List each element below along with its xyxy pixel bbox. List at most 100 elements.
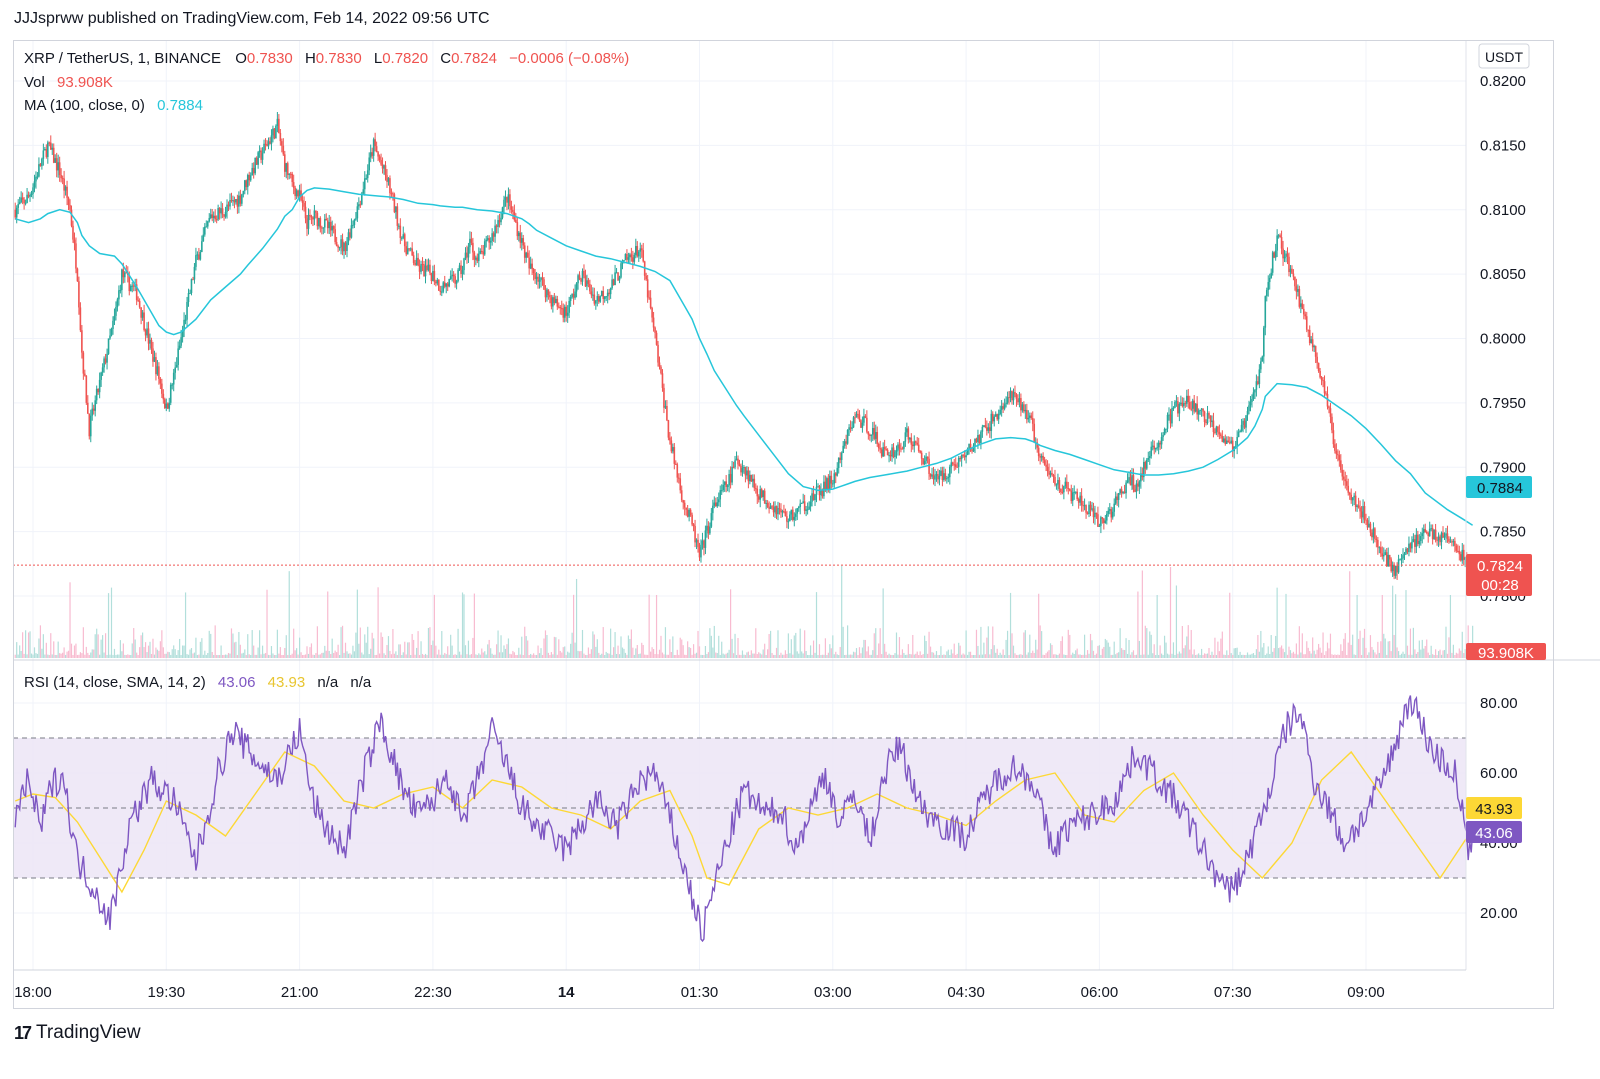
volume-bar: [1384, 638, 1386, 658]
volume-bar: [1217, 641, 1219, 658]
candle-body: [257, 152, 259, 165]
volume-bar: [802, 653, 804, 658]
candle-body: [1157, 442, 1160, 448]
volume-bar: [567, 651, 569, 658]
volume-bar: [451, 645, 453, 658]
candle-body: [1406, 548, 1409, 553]
volume-bar: [906, 654, 908, 658]
price-tick-label: 0.7950: [1480, 395, 1526, 412]
candle-body: [1094, 512, 1096, 518]
candle-body: [1042, 455, 1044, 461]
candle-body: [1422, 529, 1425, 534]
volume-bar: [353, 651, 356, 658]
volume-bar: [787, 633, 789, 658]
volume-price-label: 93.908K: [1466, 643, 1546, 662]
candle-body: [689, 509, 692, 515]
volume-bar: [516, 654, 518, 658]
candle-body: [703, 540, 705, 548]
candle-body: [306, 218, 308, 229]
volume-bar: [1192, 654, 1194, 658]
candle-body: [1048, 471, 1050, 475]
candle-body: [1273, 252, 1275, 258]
volume-bar: [312, 654, 314, 658]
candle-body: [1070, 490, 1073, 502]
volume-bar: [1094, 654, 1096, 658]
candle-body: [706, 525, 708, 531]
volume-bar: [768, 634, 770, 658]
volume-bar: [1390, 651, 1392, 658]
candle-body: [1377, 539, 1379, 548]
candle-body: [128, 275, 131, 292]
candle-body: [183, 319, 185, 331]
volume-bar: [912, 634, 914, 658]
candle-body: [1114, 496, 1117, 504]
candle-body: [864, 416, 867, 418]
volume-bar: [870, 654, 872, 658]
volume-bar: [435, 645, 437, 658]
candle-body: [201, 241, 203, 253]
candle-body: [925, 456, 927, 461]
candle-body: [1024, 409, 1027, 412]
candle-body: [1033, 423, 1036, 443]
candle-body: [571, 293, 573, 298]
volume-bar: [688, 647, 690, 658]
candle-body: [1046, 466, 1049, 472]
tradingview-footer[interactable]: 17 TradingView: [14, 1022, 141, 1044]
volume-bar: [633, 654, 635, 658]
volume-bar: [814, 652, 816, 658]
volume-bar: [72, 654, 74, 658]
ma-price-label-text: 0.7884: [1477, 480, 1523, 497]
volume-bar: [1263, 643, 1265, 658]
candle-body: [516, 222, 519, 237]
volume-bar: [547, 652, 550, 658]
candle-body: [1092, 508, 1095, 518]
volume-bar: [593, 634, 595, 658]
volume-bar: [549, 655, 551, 658]
candle-body: [1337, 454, 1339, 456]
volume-bar: [919, 651, 921, 658]
legend-line-1: XRP / TetherUS, 1, BINANCE O0.7830 H0.78…: [24, 50, 629, 67]
volume-bar: [1042, 654, 1044, 658]
volume-bar: [106, 654, 108, 658]
candle-body: [615, 272, 618, 274]
volume-bar: [623, 648, 625, 658]
volume-bar: [897, 654, 899, 658]
currency-badge[interactable]: USDT: [1478, 43, 1530, 69]
volume-bar: [39, 625, 42, 658]
candle-body: [922, 458, 924, 465]
candle-body: [1138, 481, 1141, 487]
volume-bar: [464, 645, 467, 658]
candle-body: [227, 204, 230, 207]
volume-bar: [916, 651, 918, 658]
volume-bar: [1395, 594, 1397, 658]
volume-bar: [1264, 654, 1266, 658]
candle-body: [877, 443, 880, 449]
candle-body: [1400, 558, 1403, 560]
volume-bar: [1289, 650, 1292, 658]
candle-body: [1039, 456, 1041, 458]
candle-body: [929, 473, 932, 477]
volume-bar: [522, 655, 524, 658]
candle-body: [578, 275, 581, 280]
candle-body: [1329, 408, 1332, 417]
volume-bar: [943, 654, 945, 658]
candle-body: [1381, 553, 1384, 557]
candle-body: [1457, 550, 1459, 552]
chart-svg[interactable]: 0.82000.81500.81000.80500.80000.79500.79…: [13, 40, 1600, 1050]
chart-frame[interactable]: 0.8200 0.8150 0.8100 0.8050 0.8000 0.7950 0.79…: [13, 40, 1600, 1050]
time-tick-label: 07:30: [1214, 984, 1252, 1001]
candle-body: [1212, 420, 1215, 433]
candle-body: [688, 509, 690, 517]
candle-body: [504, 197, 507, 200]
candle-body: [1425, 531, 1428, 534]
candle-body: [1351, 497, 1354, 501]
candle-body: [254, 157, 256, 174]
volume-bar: [1233, 648, 1235, 658]
volume-bar: [789, 653, 791, 658]
volume-bar: [217, 654, 219, 658]
candle-body: [763, 490, 766, 504]
candle-body: [722, 484, 724, 491]
volume-bar: [1472, 625, 1474, 658]
candle-body: [467, 247, 470, 258]
volume-bar: [424, 653, 427, 658]
